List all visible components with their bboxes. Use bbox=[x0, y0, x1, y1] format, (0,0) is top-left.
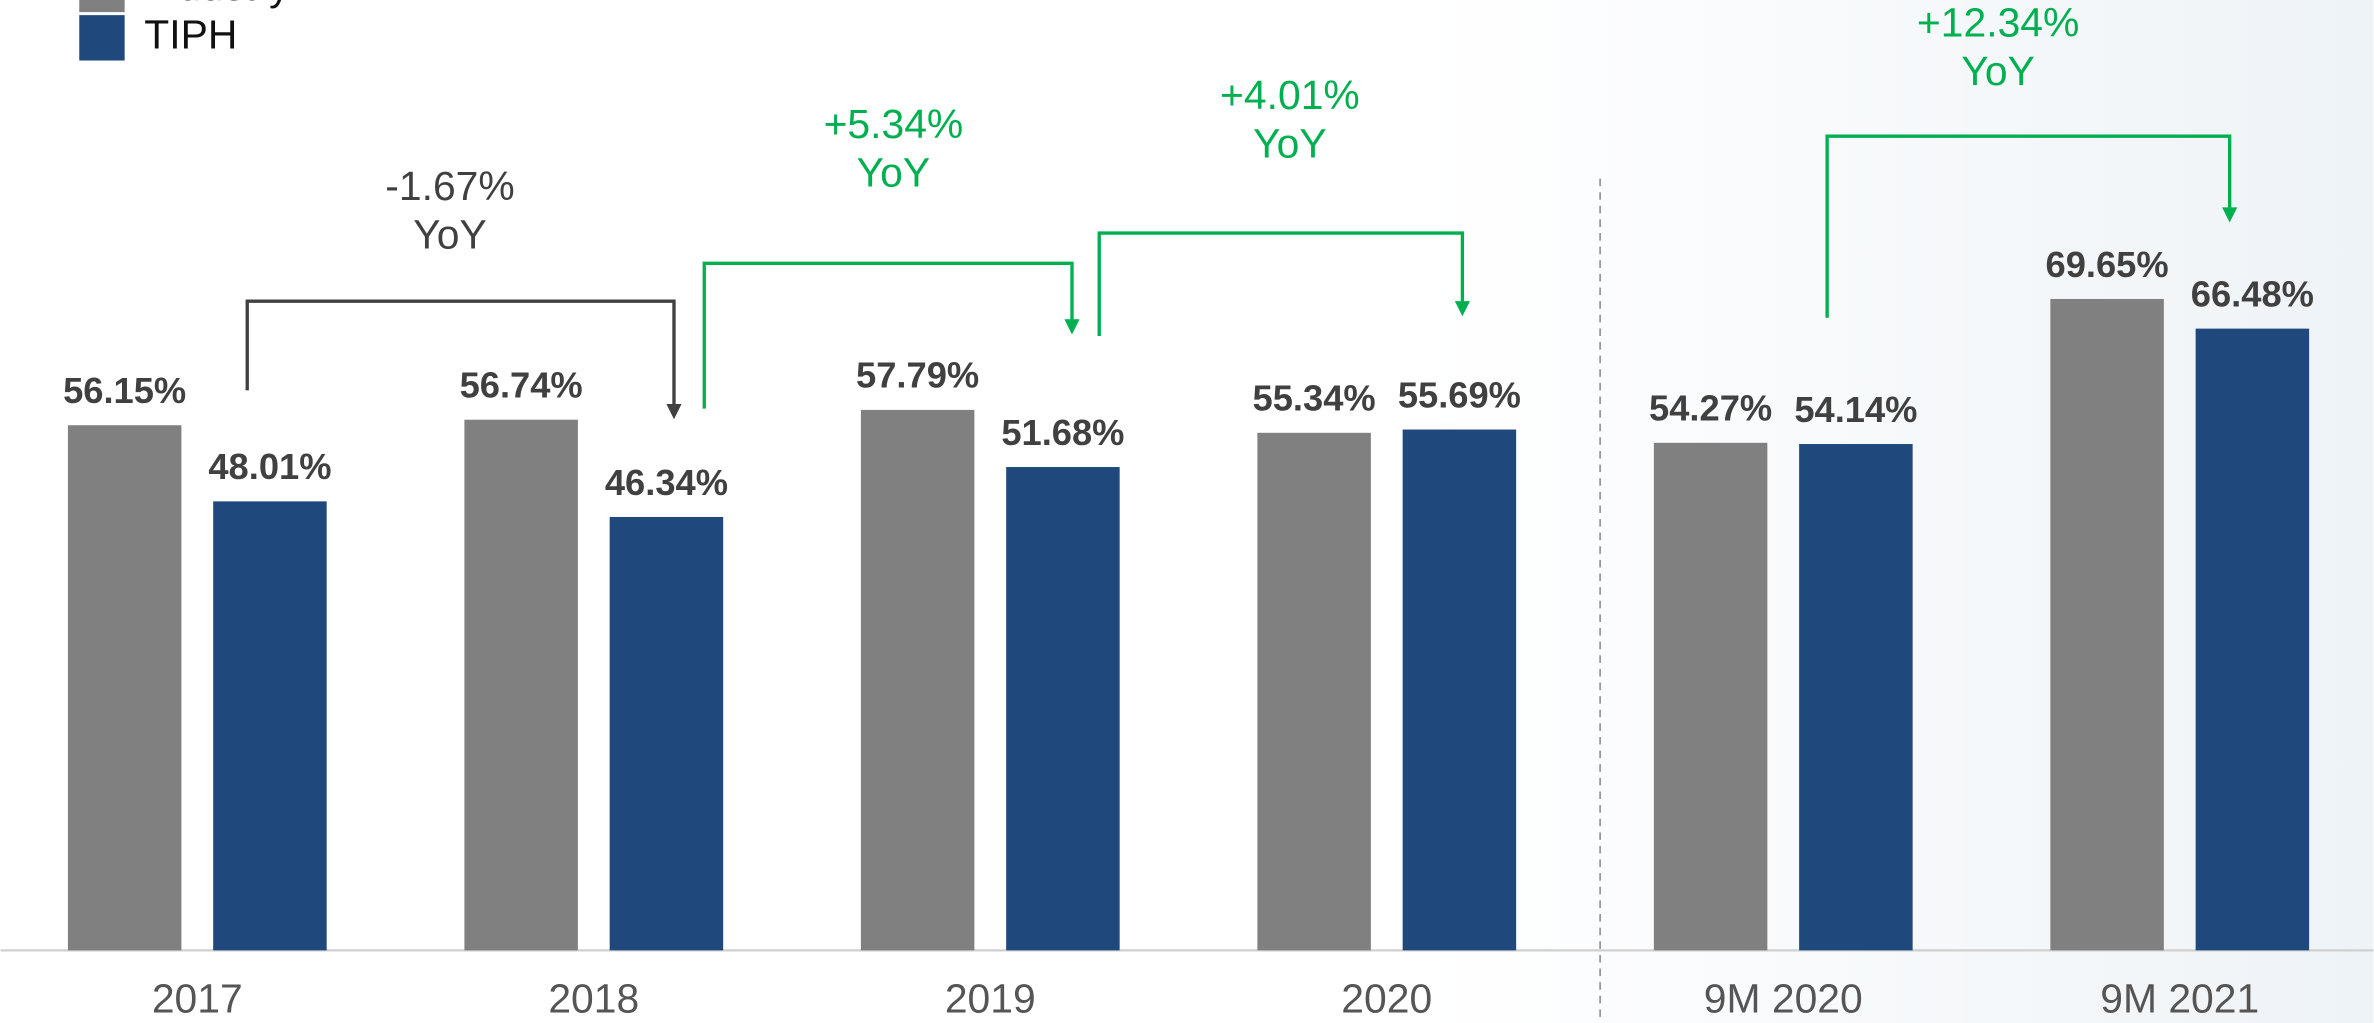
annotation-connector bbox=[245, 299, 676, 406]
annotation-arrowhead bbox=[666, 404, 682, 420]
x-tick-label: 2020 bbox=[1341, 976, 1432, 1022]
annotation-text: YoY bbox=[1961, 48, 2034, 94]
annotation-text: +12.34% bbox=[1917, 0, 2079, 46]
bar bbox=[1257, 432, 1371, 951]
annotation-text: -1.67% bbox=[385, 163, 514, 209]
annotation-text: YoY bbox=[1253, 121, 1326, 167]
value-label: 56.74% bbox=[460, 365, 583, 406]
annotation-arrowhead bbox=[1064, 319, 1080, 335]
value-label: 54.27% bbox=[1649, 388, 1772, 429]
legend-swatch bbox=[79, 15, 125, 61]
annotation-text: +5.34% bbox=[824, 101, 964, 147]
value-label: 48.01% bbox=[208, 446, 331, 487]
x-tick-label: 9M 2021 bbox=[2100, 976, 2259, 1022]
bar bbox=[2195, 328, 2310, 951]
bar bbox=[860, 409, 975, 951]
bar bbox=[213, 501, 327, 951]
value-label: 55.34% bbox=[1253, 378, 1376, 419]
bar bbox=[1006, 467, 1120, 951]
bar bbox=[1402, 429, 1517, 951]
value-label: 51.68% bbox=[1001, 412, 1124, 453]
x-tick-label: 2019 bbox=[945, 976, 1036, 1022]
value-label: 54.14% bbox=[1794, 389, 1917, 430]
annotation-text: +4.01% bbox=[1220, 72, 1360, 118]
bar bbox=[1653, 442, 1768, 951]
annotation-arrowhead bbox=[2222, 207, 2238, 223]
annotation-connector bbox=[1097, 231, 1465, 336]
x-tick-label: 2018 bbox=[548, 976, 639, 1022]
value-label: 57.79% bbox=[856, 355, 979, 396]
annotation-text: YoY bbox=[857, 149, 930, 195]
annotation-connector bbox=[1825, 134, 2232, 318]
annotation-arrowhead bbox=[1454, 301, 1470, 317]
annotation-connector bbox=[702, 261, 1074, 409]
legend-swatch bbox=[79, 0, 125, 13]
value-label: 46.34% bbox=[605, 462, 728, 503]
value-label: 66.48% bbox=[2191, 273, 2314, 314]
bar bbox=[464, 419, 578, 951]
value-label: 55.69% bbox=[1398, 374, 1521, 415]
x-tick-label: 2017 bbox=[152, 976, 243, 1022]
bar bbox=[67, 425, 182, 951]
bar bbox=[1799, 444, 1913, 951]
bar bbox=[609, 516, 724, 951]
bar bbox=[2050, 298, 2164, 951]
legend-label: TIPH bbox=[144, 12, 237, 58]
value-label: 69.65% bbox=[2046, 244, 2169, 285]
annotation-text: YoY bbox=[413, 211, 486, 257]
legend-label: Industry bbox=[144, 0, 290, 9]
x-tick-label: 9M 2020 bbox=[1704, 976, 1863, 1022]
value-label: 56.15% bbox=[63, 370, 186, 411]
